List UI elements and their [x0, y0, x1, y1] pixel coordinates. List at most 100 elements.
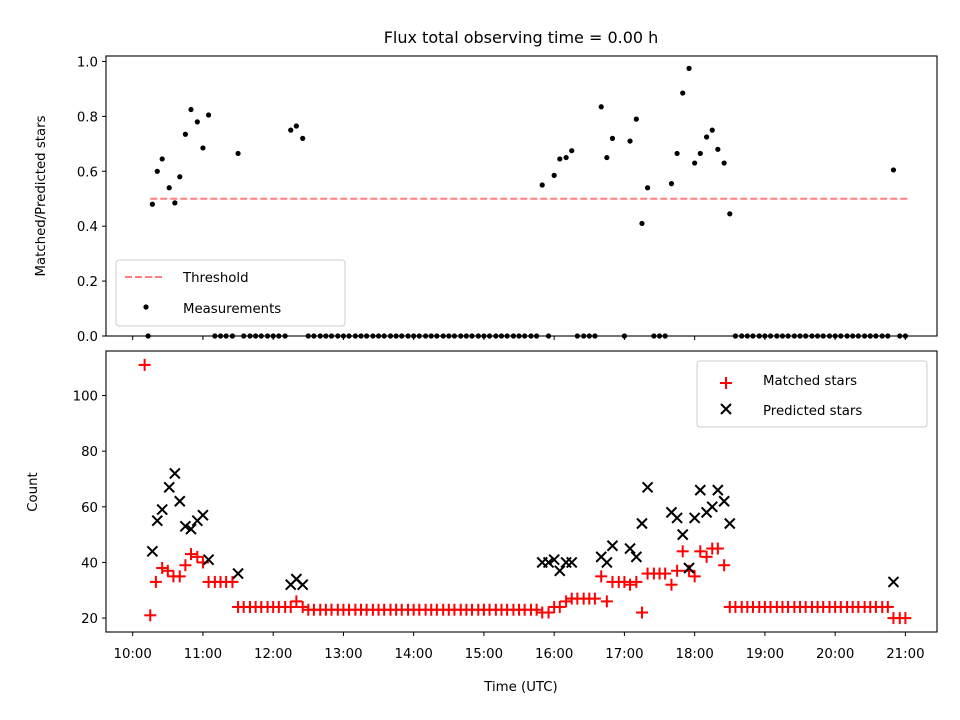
measurement-point: [627, 138, 633, 144]
matched-star-marker: [659, 567, 672, 580]
top-y-tick-label: 0.4: [77, 220, 98, 235]
predicted-star-marker: [601, 556, 613, 569]
measurement-point: [569, 148, 575, 154]
predicted-star-stroke: [290, 573, 303, 585]
matched-star-marker: [899, 612, 912, 625]
predicted-star-stroke: [694, 484, 706, 496]
predicted-star-marker: [151, 515, 163, 527]
measurement-point: [680, 90, 686, 96]
measurement-point: [715, 146, 721, 152]
measurement-point: [668, 181, 675, 187]
matched-star-marker: [161, 564, 174, 577]
top-legend[interactable]: Threshold Measurements: [115, 259, 346, 327]
bottom-axes-frame: [105, 350, 938, 633]
predicted-star-stroke: [185, 523, 197, 535]
legend-measurements-swatch: [143, 304, 149, 310]
matched-star-marker: [553, 600, 566, 613]
predicted-star-marker: [548, 553, 560, 566]
predicted-star-stroke: [163, 481, 175, 494]
matched-star-marker: [635, 606, 648, 619]
predicted-star-marker: [630, 551, 643, 563]
matched-star-marker: [718, 559, 731, 572]
matched-star-marker: [156, 562, 169, 575]
predicted-star-marker: [169, 467, 181, 480]
predicted-star-marker: [179, 520, 192, 532]
predicted-star-marker: [624, 542, 636, 555]
matched-star-marker: [149, 575, 162, 588]
predicted-star-stroke: [197, 509, 209, 521]
legend-matched-swatch: [720, 377, 732, 389]
bottom-y-tick-label: 40: [81, 556, 98, 571]
measurement-point: [288, 127, 294, 133]
matched-star-marker: [688, 570, 701, 583]
predicted-star-stroke: [630, 551, 643, 563]
predicted-star-stroke: [671, 512, 683, 524]
matched-star-marker: [676, 545, 689, 558]
measurement-point: [188, 106, 194, 113]
top-y-tick-label: 0.6: [77, 165, 98, 180]
predicted-star-marker: [683, 562, 695, 574]
bottom-y-tick-label: 100: [73, 390, 98, 405]
matched-star-marker: [184, 548, 197, 561]
predicted-star-stroke: [712, 484, 724, 496]
predicted-star-marker: [636, 517, 648, 530]
measurement-point: [604, 154, 610, 161]
measurement-point: [205, 112, 212, 118]
measurement-point: [182, 131, 188, 137]
legend-predicted-label: Predicted stars: [763, 404, 862, 419]
measurement-point: [194, 119, 200, 125]
predicted-star-stroke: [606, 540, 619, 552]
matched-star-marker: [624, 578, 637, 591]
predicted-star-marker: [688, 512, 701, 524]
top-y-tick-label: 0.0: [77, 330, 98, 345]
predicted-star-stroke: [887, 576, 900, 588]
matched-star-marker: [290, 595, 303, 608]
predicted-star-stroke: [146, 545, 159, 558]
predicted-star-stroke: [641, 481, 654, 494]
measurement-point: [200, 145, 206, 151]
measurement-point: [633, 116, 639, 122]
legend-predicted-swatch: [720, 403, 732, 415]
matched-stars-series: [138, 358, 912, 625]
chart-title: Flux total observing time = 0.00 h: [384, 28, 659, 47]
top-y-tick-label: 0.2: [77, 275, 98, 290]
matched-star-marker: [595, 570, 608, 583]
predicted-star-stroke: [688, 512, 701, 524]
predicted-star-marker: [677, 528, 689, 541]
measurement-point: [166, 185, 172, 191]
matched-star-marker: [560, 595, 573, 608]
measurement-point: [154, 168, 160, 174]
measurement-point: [721, 160, 727, 166]
predicted-star-stroke: [151, 515, 163, 527]
measurement-point: [644, 185, 651, 191]
predicted-star-marker: [887, 576, 900, 588]
predicted-stars-series: [146, 467, 900, 591]
x-tick-label: 19:00: [746, 647, 784, 662]
bottom-legend[interactable]: Matched stars Predicted stars: [696, 360, 928, 428]
top-y-ticks: 0.0 0.2 0.4 0.6 0.8 1.0: [77, 55, 106, 345]
matched-star-marker: [683, 564, 696, 577]
predicted-star-marker: [542, 556, 555, 569]
matched-star-marker: [138, 358, 151, 371]
measurement-point: [709, 127, 715, 133]
matched-star-marker: [179, 559, 192, 572]
predicted-star-marker: [606, 540, 619, 552]
x-tick-label: 17:00: [605, 647, 643, 662]
predicted-star-stroke: [706, 501, 718, 513]
matched-star-marker: [665, 578, 678, 591]
predicted-star-stroke: [179, 520, 192, 532]
measurement-point: [172, 200, 178, 206]
bottom-x-ticks: 10:00 11:00 12:00 13:00 14:00 15:00 16:00 17:00…: [114, 632, 925, 662]
predicted-star-stroke: [601, 556, 613, 569]
measurement-point: [692, 160, 698, 166]
predicted-star-stroke: [548, 553, 560, 566]
measurement-point: [609, 135, 616, 141]
predicted-star-marker: [202, 553, 215, 566]
x-tick-label: 18:00: [675, 647, 713, 662]
predicted-star-stroke: [542, 556, 555, 569]
measurement-point: [539, 182, 545, 188]
predicted-star-stroke: [683, 562, 695, 574]
predicted-star-stroke: [202, 553, 215, 566]
predicted-star-stroke: [718, 495, 730, 507]
matched-star-marker: [542, 606, 555, 619]
